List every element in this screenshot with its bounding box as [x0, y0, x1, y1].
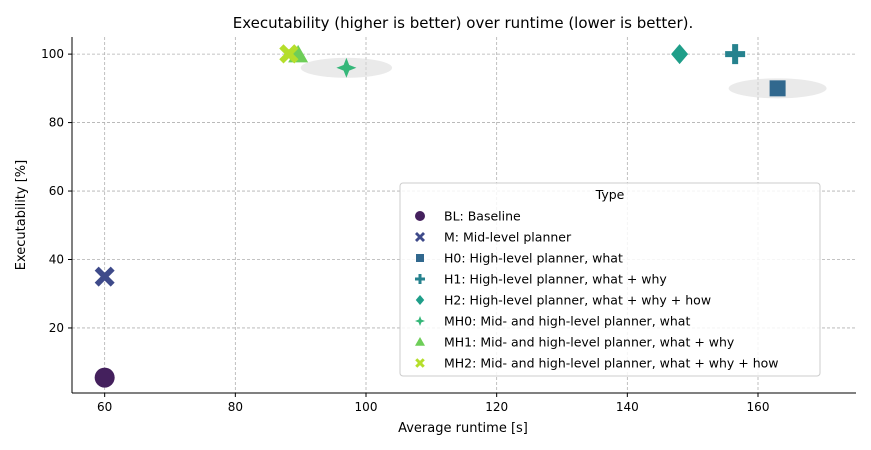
legend-marker-h0 — [416, 254, 424, 262]
marker-center — [284, 49, 294, 59]
marker-circle — [94, 367, 115, 388]
legend-label-mh1: MH1: Mid- and high-level planner, what +… — [444, 335, 735, 350]
legend-label-mh0: MH0: Mid- and high-level planner, what — [444, 314, 690, 329]
legend-marker-mh1 — [415, 337, 425, 346]
y-tick-label: 100 — [41, 47, 64, 61]
marker-star — [336, 57, 357, 78]
x-tick-label: 140 — [616, 400, 639, 414]
x-tick-label: 60 — [97, 400, 112, 414]
legend-label-m: M: Mid-level planner — [444, 230, 572, 245]
point-h0 — [769, 80, 786, 97]
point-h1 — [725, 44, 746, 65]
y-tick-label: 60 — [49, 184, 64, 198]
marker-diamond — [415, 295, 425, 305]
legend-label-mh2: MH2: Mid- and high-level planner, what +… — [444, 356, 779, 371]
legend-marker-h1 — [415, 274, 425, 284]
marker-triangle — [415, 337, 425, 346]
y-tick-label: 20 — [49, 321, 64, 335]
point-mh2 — [279, 44, 299, 64]
x-ticks: 60 80 100 120 140 160 — [97, 393, 769, 414]
y-axis-label: Executability [%] — [14, 160, 29, 270]
point-m — [94, 266, 115, 287]
legend-box — [399, 182, 821, 377]
marker-square — [416, 254, 424, 262]
legend: Type BL: Baseline M: Mid-level planner H0:… — [399, 182, 821, 377]
marker-x-stroke — [94, 266, 115, 287]
marker-plus-bar — [418, 274, 422, 284]
legend-label-h1: H1: High-level planner, what + why — [444, 272, 667, 287]
data-points — [94, 44, 786, 388]
x-tick-label: 100 — [355, 400, 378, 414]
x-tick-label: 80 — [228, 400, 243, 414]
x-tick-label: 160 — [747, 400, 770, 414]
legend-label-h0: H0: High-level planner, what — [444, 251, 623, 266]
chart-title: Executability (higher is better) over ru… — [233, 14, 693, 32]
marker-x-stroke — [415, 232, 425, 242]
marker-center — [417, 360, 423, 366]
marker-circle — [415, 211, 425, 221]
marker-star — [415, 316, 425, 326]
uncertainty-halos — [300, 57, 827, 99]
x-tick-label: 120 — [485, 400, 508, 414]
marker-diamond — [671, 44, 689, 65]
y-tick-label: 40 — [49, 253, 64, 267]
marker-plus-bar — [732, 44, 739, 65]
x-axis-label: Average runtime [s] — [398, 421, 528, 436]
marker-square — [769, 80, 786, 97]
point-bl — [94, 367, 115, 388]
y-ticks: 20 40 60 80 100 — [41, 47, 72, 335]
legend-title: Type — [595, 187, 625, 202]
axes — [71, 37, 856, 394]
legend-label-bl: BL: Baseline — [444, 209, 521, 224]
y-tick-label: 80 — [49, 116, 64, 130]
legend-marker-mh2 — [415, 358, 425, 368]
legend-marker-bl — [415, 211, 425, 221]
legend-label-h2: H2: High-level planner, what + why + how — [444, 293, 711, 308]
point-h2 — [671, 44, 689, 65]
legend-marker-h2 — [415, 295, 425, 305]
legend-marker-m — [415, 232, 425, 242]
legend-marker-mh0 — [415, 316, 425, 326]
point-mh0 — [336, 57, 357, 78]
